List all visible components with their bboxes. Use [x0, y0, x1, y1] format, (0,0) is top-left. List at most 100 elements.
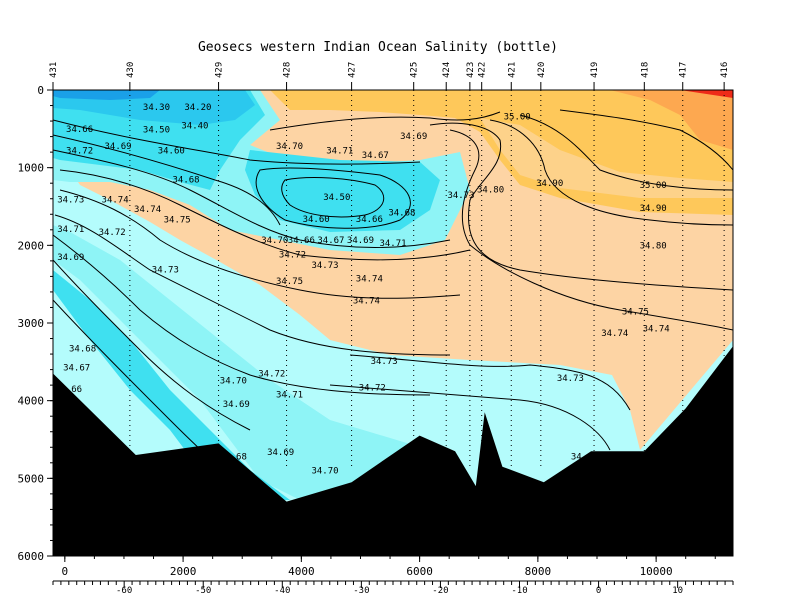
latitude-axis: -60 -50 -40 -30 -20 -10 0 10 [52, 580, 734, 596]
y-tick-label: 1000 [18, 162, 45, 175]
contour-line [329, 384, 611, 451]
contour-label: 34.72 [99, 228, 126, 238]
contour-label: 34.70 [311, 467, 338, 477]
station-label: 423 [466, 62, 476, 78]
contour-label: 34.72 [279, 251, 306, 261]
band-34-6-lower-region [53, 270, 290, 500]
contour-line [53, 234, 431, 396]
contour-label: 34.72 [258, 369, 285, 379]
y-tick-label: 0 [37, 84, 44, 97]
station-label: 422 [478, 62, 488, 78]
station-label: 419 [590, 62, 600, 78]
contour-label: 34.69 [223, 400, 250, 410]
contour-label: 34.90 [640, 204, 667, 214]
depth-axis: 0 1000 2000 3000 4000 5000 6000 [18, 84, 53, 563]
station-label: 428 [283, 62, 293, 78]
contour-line [519, 114, 733, 191]
contour-label: 34.73 [557, 374, 584, 384]
contour-label: 34.66 [288, 236, 315, 246]
lat-tick-label: -30 [353, 586, 369, 596]
station-label: 427 [348, 62, 358, 78]
y-tick-label: 3000 [18, 317, 45, 330]
contour-label: 34.75 [164, 216, 191, 226]
x-tick-label: 4000 [288, 565, 315, 578]
contour-label: 34.75 [276, 277, 303, 287]
contour-label: 34.73 [447, 191, 474, 201]
band-35-1-region [610, 90, 733, 150]
x-tick-label: 2000 [170, 565, 197, 578]
lat-tick-label: -10 [511, 586, 527, 596]
station-label: 425 [410, 62, 420, 78]
contour-label: 34.66 [66, 125, 93, 135]
contour-label: 34.73 [152, 265, 179, 275]
contour-label: 66 [71, 385, 82, 395]
contour-label: 34.68 [172, 175, 199, 185]
contour-label: 34.68 [388, 209, 415, 219]
contour-label: 34.71 [276, 390, 303, 400]
lat-tick-label: -20 [432, 586, 448, 596]
y-tick-label: 2000 [18, 239, 45, 252]
contour-label: 34.69 [267, 448, 294, 458]
contour-label: 34 [571, 453, 582, 463]
color-bands [53, 90, 733, 500]
contour-line [269, 111, 501, 131]
contour-line [281, 177, 385, 218]
contour-label: 34.50 [143, 126, 170, 136]
contour-label: 34.73 [371, 357, 398, 367]
contour-label: 34.40 [181, 122, 208, 132]
contour-label: 34.68 [220, 453, 247, 463]
station-label: 417 [679, 62, 689, 78]
contour-label: 34.70 [261, 236, 288, 246]
distance-axis: 0 2000 4000 6000 8000 10000 [62, 556, 716, 578]
contour-label: 34.75 [622, 307, 649, 317]
contour-line [59, 169, 471, 261]
contour-label: 34.60 [158, 147, 185, 157]
contour-label: 34.70 [276, 142, 303, 152]
band-35-3-region [680, 90, 733, 98]
contour-label: 34.67 [362, 151, 389, 161]
contour-label: 34.90 [536, 179, 563, 189]
contour-label: 34.30 [143, 103, 170, 113]
contour-label: 34.74 [643, 324, 670, 334]
contour-label: 34.74 [353, 296, 380, 306]
contour-line [449, 129, 733, 331]
station-label: 421 [507, 62, 517, 78]
station-label: 431 [49, 62, 59, 78]
station-label: 418 [640, 62, 650, 78]
contour-line [349, 354, 631, 411]
contour-line [429, 122, 733, 291]
contour-label: 34.74 [134, 205, 161, 215]
contour-label: 34.80 [640, 241, 667, 251]
contour-line [559, 109, 733, 171]
contour-label: 34.66 [356, 215, 383, 225]
contour-label: 34.73 [311, 261, 338, 271]
contour-label: 34.80 [477, 185, 504, 195]
station-label: 424 [442, 62, 452, 78]
contour-label: 34.68 [69, 345, 96, 355]
contour-label: 34.71 [379, 239, 406, 249]
contour-label: 34.69 [400, 132, 427, 142]
contour-line [255, 167, 411, 229]
chart-title: Geosecs western Indian Ocean Salinity (b… [198, 40, 558, 55]
y-tick-label: 5000 [18, 472, 45, 485]
contour-labels: 34.30 34.20 34.40 34.50 34.66 34.69 34.72 34.60… [57, 103, 669, 476]
contour-label: 34.70 [220, 376, 247, 386]
contour-label: 34.67 [63, 363, 90, 373]
lat-tick-label: -60 [116, 586, 132, 596]
station-label: 429 [215, 62, 225, 78]
x-tick-label: 10000 [640, 565, 673, 578]
contour-line [53, 259, 251, 431]
sea-floor-topography [53, 346, 733, 556]
band-34-7-lower-region [53, 225, 430, 500]
contour-label: 34.67 [317, 236, 344, 246]
x-tick-label: 6000 [406, 565, 433, 578]
x-tick-label: 0 [62, 565, 69, 578]
contour-line [53, 119, 421, 165]
contour-line [489, 119, 733, 226]
band-34-6-core-region [245, 150, 440, 232]
contour-label: 34.72 [359, 383, 386, 393]
contour-line [53, 149, 451, 248]
contour-line [54, 214, 451, 356]
station-label: 430 [126, 62, 136, 78]
